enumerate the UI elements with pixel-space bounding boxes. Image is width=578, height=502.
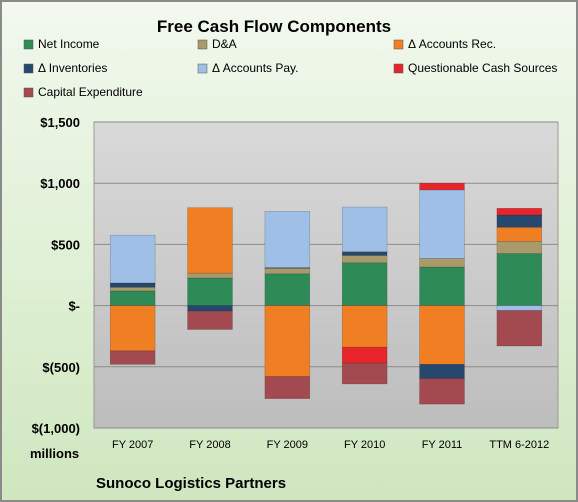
- x-tick-label: TTM 6-2012: [489, 439, 549, 451]
- bar-segment-inventories: [341, 251, 388, 256]
- legend-item-inventories: Δ Inventories: [23, 61, 107, 75]
- chart-title: Free Cash Flow Components: [157, 17, 391, 36]
- plot-area: [93, 121, 559, 429]
- bar-segment-net-income: [496, 253, 543, 306]
- legend-item-capital-expenditure: Capital Expenditure: [23, 85, 143, 99]
- legend-item-d-a: D&A: [197, 37, 237, 51]
- bar-segment-questionable-cash-sources: [496, 207, 543, 216]
- x-tick-label: FY 2007: [112, 439, 153, 451]
- legend-label: D&A: [212, 37, 237, 51]
- x-tick-label: FY 2008: [189, 439, 230, 451]
- bar-segment-accounts-rec: [496, 226, 543, 242]
- bar-segment-capital-expenditure: [419, 378, 465, 405]
- legend-label: Capital Expenditure: [38, 85, 143, 99]
- bar-segment-accounts-pay: [419, 189, 465, 259]
- bar-segment-accounts-pay: [496, 305, 543, 311]
- bar-segment-net-income: [187, 277, 233, 306]
- y-axis: $1,500 $1,000 $500 $- $(500) $(1,000): [32, 115, 80, 436]
- bar-segment-d-a: [496, 241, 543, 254]
- legend-swatch: [23, 87, 34, 98]
- bar-segment-net-income: [419, 266, 465, 306]
- bar-segment-d-a: [187, 272, 233, 279]
- legend-swatch: [393, 63, 404, 74]
- bar-segment-accounts-pay: [264, 211, 311, 268]
- legend-swatch: [393, 39, 404, 50]
- y-tick-label: $(500): [42, 360, 80, 375]
- y-tick-label: $1,000: [40, 176, 80, 191]
- bar-segment-accounts-rec: [419, 305, 465, 365]
- bar-segment-questionable-cash-sources: [341, 346, 388, 364]
- bar-segment-capital-expenditure: [264, 376, 311, 399]
- bar-segment-inventories: [496, 214, 543, 228]
- legend-label: Questionable Cash Sources: [408, 61, 557, 75]
- x-tick-label: FY 2009: [267, 439, 308, 451]
- bar-segment-net-income: [109, 290, 156, 306]
- legend-swatch: [197, 39, 208, 50]
- bar-segment-capital-expenditure: [187, 310, 233, 330]
- bar-segment-d-a: [419, 258, 465, 268]
- bar-segment-d-a: [264, 267, 311, 275]
- bar-segment-accounts-rec: [109, 305, 156, 352]
- bar-segment-inventories: [187, 305, 233, 312]
- legend-swatch: [23, 39, 34, 50]
- bar-segment-accounts-pay: [341, 206, 388, 253]
- legend-label: Net Income: [38, 37, 100, 51]
- bar-segment-inventories: [419, 364, 465, 379]
- y-tick-label: $-: [68, 299, 80, 314]
- x-axis: FY 2007 FY 2008 FY 2009 FY 2010 FY 2011 TTM 6…: [112, 439, 549, 451]
- legend-item-questionable-cash-sources: Questionable Cash Sources: [393, 61, 557, 75]
- bar-segment-capital-expenditure: [109, 350, 156, 365]
- legend-item-net-income: Net Income: [23, 37, 100, 51]
- bar-segment-capital-expenditure: [341, 362, 388, 385]
- bar-segment-inventories: [109, 282, 156, 288]
- bar-segment-net-income: [341, 262, 388, 306]
- bar-segment-accounts-pay: [109, 234, 156, 284]
- x-tick-label: FY 2010: [344, 439, 385, 451]
- y-tick-label: $1,500: [40, 115, 80, 130]
- legend-swatch: [197, 63, 208, 74]
- x-tick-label: FY 2011: [422, 439, 463, 451]
- bar-segment-d-a: [341, 255, 388, 264]
- bar-segment-capital-expenditure: [496, 310, 543, 347]
- legend-item-accounts-pay: Δ Accounts Pay.: [197, 61, 299, 75]
- bar-segment-d-a: [109, 286, 156, 292]
- y-tick-label: $(1,000): [32, 421, 80, 436]
- bar-segment-net-income: [264, 273, 311, 306]
- gridlines: [94, 121, 558, 429]
- chart-legend: Net Income D&A Δ Accounts Rec. Δ Inventorie…: [23, 37, 557, 99]
- bar-segment-accounts-rec: [341, 305, 388, 348]
- bar-stacks: [109, 182, 543, 405]
- company-name: Sunoco Logistics Partners: [96, 475, 286, 492]
- legend-label: Δ Accounts Rec.: [408, 37, 496, 51]
- bar-segment-accounts-rec: [264, 305, 311, 377]
- legend-label: Δ Accounts Pay.: [212, 61, 299, 75]
- units-label: millions: [30, 446, 79, 461]
- y-tick-label: $500: [51, 237, 80, 252]
- legend-label: Δ Inventories: [38, 61, 107, 75]
- bar-segment-questionable-cash-sources: [419, 182, 465, 191]
- bar-segment-accounts-rec: [187, 207, 233, 274]
- legend-swatch: [23, 63, 34, 74]
- legend-item-accounts-rec: Δ Accounts Rec.: [393, 37, 496, 51]
